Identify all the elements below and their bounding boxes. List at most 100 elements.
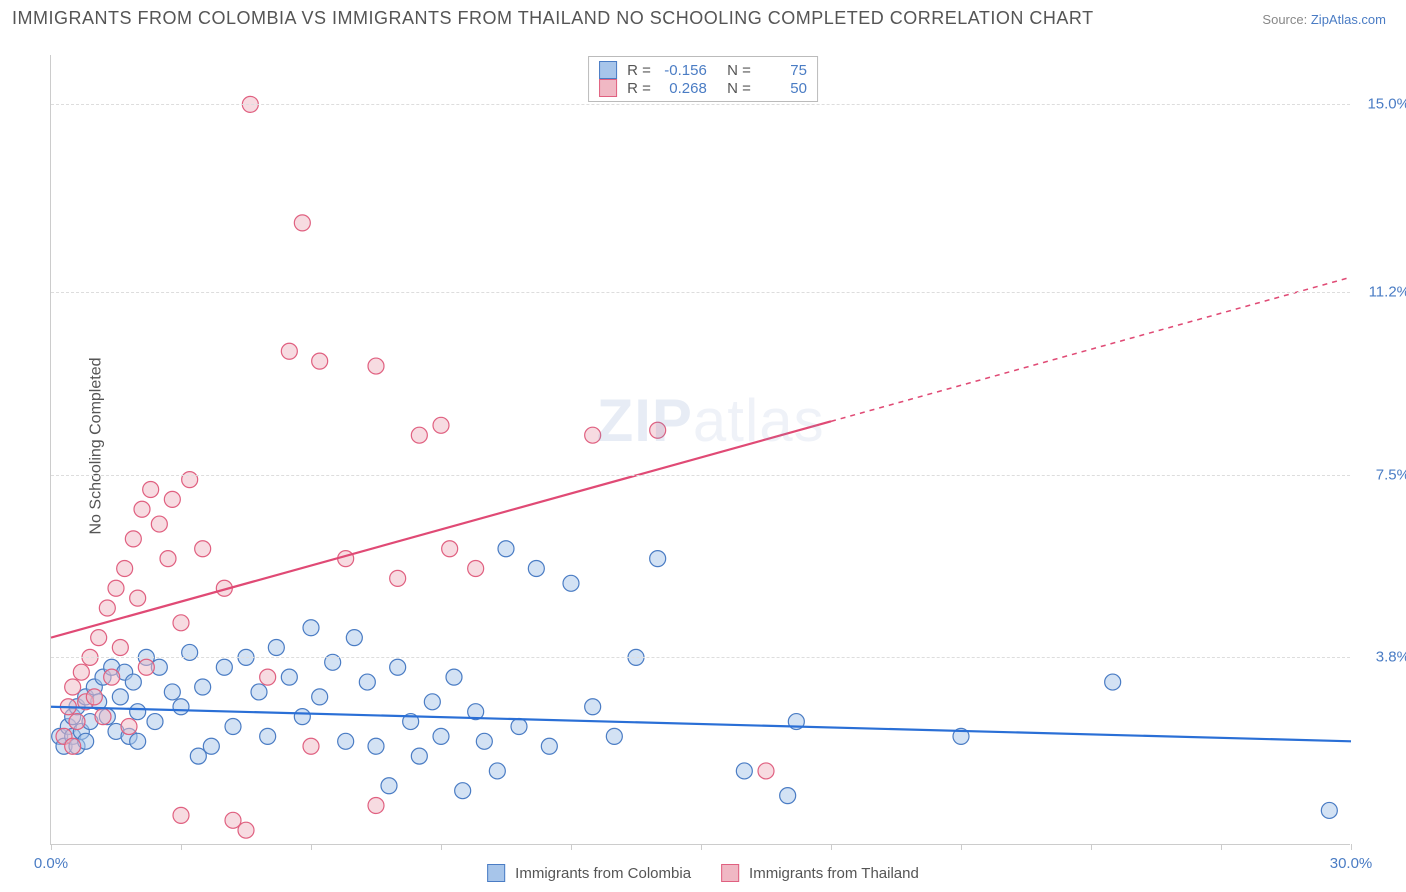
data-point-colombia — [225, 719, 241, 735]
data-point-colombia — [455, 783, 471, 799]
data-point-thailand — [260, 669, 276, 685]
ytick-label: 3.8% — [1376, 649, 1406, 666]
source-label: Source: — [1262, 12, 1307, 27]
n-value-colombia: 75 — [757, 62, 807, 79]
xtick — [181, 844, 182, 850]
data-point-thailand — [69, 714, 85, 730]
data-point-colombia — [303, 620, 319, 636]
xtick — [1091, 844, 1092, 850]
data-point-thailand — [104, 669, 120, 685]
gridline — [51, 104, 1350, 105]
data-point-colombia — [216, 659, 232, 675]
data-point-colombia — [359, 674, 375, 690]
data-point-thailand — [117, 561, 133, 577]
data-point-colombia — [411, 748, 427, 764]
data-point-colombia — [433, 728, 449, 744]
data-point-thailand — [650, 422, 666, 438]
data-point-colombia — [446, 669, 462, 685]
legend-item-thailand: Immigrants from Thailand — [721, 864, 919, 882]
data-point-colombia — [312, 689, 328, 705]
legend-item-colombia: Immigrants from Colombia — [487, 864, 691, 882]
data-point-colombia — [780, 788, 796, 804]
data-point-colombia — [606, 728, 622, 744]
gridline — [51, 475, 1350, 476]
data-point-colombia — [195, 679, 211, 695]
data-point-colombia — [424, 694, 440, 710]
ytick-label: 11.2% — [1369, 284, 1406, 301]
gridline — [51, 292, 1350, 293]
data-point-thailand — [294, 215, 310, 231]
data-point-thailand — [86, 689, 102, 705]
data-point-colombia — [563, 575, 579, 591]
data-point-colombia — [268, 640, 284, 656]
swatch-colombia-bottom — [487, 864, 505, 882]
data-point-thailand — [758, 763, 774, 779]
data-point-thailand — [65, 679, 81, 695]
data-point-thailand — [312, 353, 328, 369]
data-point-colombia — [1321, 802, 1337, 818]
data-point-thailand — [160, 551, 176, 567]
series-name-colombia: Immigrants from Colombia — [515, 865, 691, 882]
data-point-colombia — [528, 561, 544, 577]
legend-row-thailand: R = 0.268 N = 50 — [599, 79, 807, 97]
data-point-colombia — [368, 738, 384, 754]
xtick — [51, 844, 52, 850]
data-point-colombia — [585, 699, 601, 715]
data-point-thailand — [121, 719, 137, 735]
xtick — [961, 844, 962, 850]
data-point-thailand — [281, 343, 297, 359]
data-point-thailand — [368, 358, 384, 374]
data-point-colombia — [1105, 674, 1121, 690]
xtick — [1221, 844, 1222, 850]
data-point-colombia — [164, 684, 180, 700]
data-point-thailand — [112, 640, 128, 656]
data-point-thailand — [143, 482, 159, 498]
data-point-thailand — [338, 551, 354, 567]
data-point-thailand — [442, 541, 458, 557]
data-point-thailand — [173, 615, 189, 631]
data-point-colombia — [251, 684, 267, 700]
data-point-thailand — [468, 561, 484, 577]
data-point-thailand — [108, 580, 124, 596]
data-point-colombia — [294, 709, 310, 725]
n-label: N = — [727, 62, 751, 79]
data-point-colombia — [338, 733, 354, 749]
data-point-colombia — [390, 659, 406, 675]
data-point-colombia — [650, 551, 666, 567]
data-point-colombia — [476, 733, 492, 749]
data-point-thailand — [195, 541, 211, 557]
data-point-colombia — [281, 669, 297, 685]
data-point-colombia — [112, 689, 128, 705]
r-value-thailand: 0.268 — [657, 80, 707, 97]
series-legend: Immigrants from Colombia Immigrants from… — [487, 864, 919, 882]
source-attribution: Source: ZipAtlas.com — [1262, 12, 1386, 27]
data-point-colombia — [346, 630, 362, 646]
correlation-legend: R = -0.156 N = 75 R = 0.268 N = 50 — [588, 56, 818, 102]
data-point-colombia — [511, 719, 527, 735]
data-point-thailand — [95, 709, 111, 725]
scatter-svg — [51, 55, 1350, 844]
trendline-colombia — [51, 707, 1351, 742]
data-point-thailand — [411, 427, 427, 443]
data-point-thailand — [65, 738, 81, 754]
data-point-thailand — [134, 501, 150, 517]
data-point-colombia — [381, 778, 397, 794]
data-point-thailand — [138, 659, 154, 675]
trendline-thailand — [51, 421, 831, 637]
data-point-thailand — [99, 600, 115, 616]
xtick-label: 30.0% — [1330, 855, 1373, 872]
source-link[interactable]: ZipAtlas.com — [1311, 12, 1386, 27]
data-point-thailand — [585, 427, 601, 443]
data-point-thailand — [91, 630, 107, 646]
trendline-dashed-thailand — [831, 277, 1351, 421]
data-point-thailand — [433, 417, 449, 433]
swatch-thailand-bottom — [721, 864, 739, 882]
data-point-thailand — [73, 664, 89, 680]
data-point-colombia — [736, 763, 752, 779]
ytick-label: 7.5% — [1376, 466, 1406, 483]
data-point-colombia — [173, 699, 189, 715]
ytick-label: 15.0% — [1367, 96, 1406, 113]
r-value-colombia: -0.156 — [657, 62, 707, 79]
data-point-thailand — [173, 807, 189, 823]
swatch-thailand — [599, 79, 617, 97]
